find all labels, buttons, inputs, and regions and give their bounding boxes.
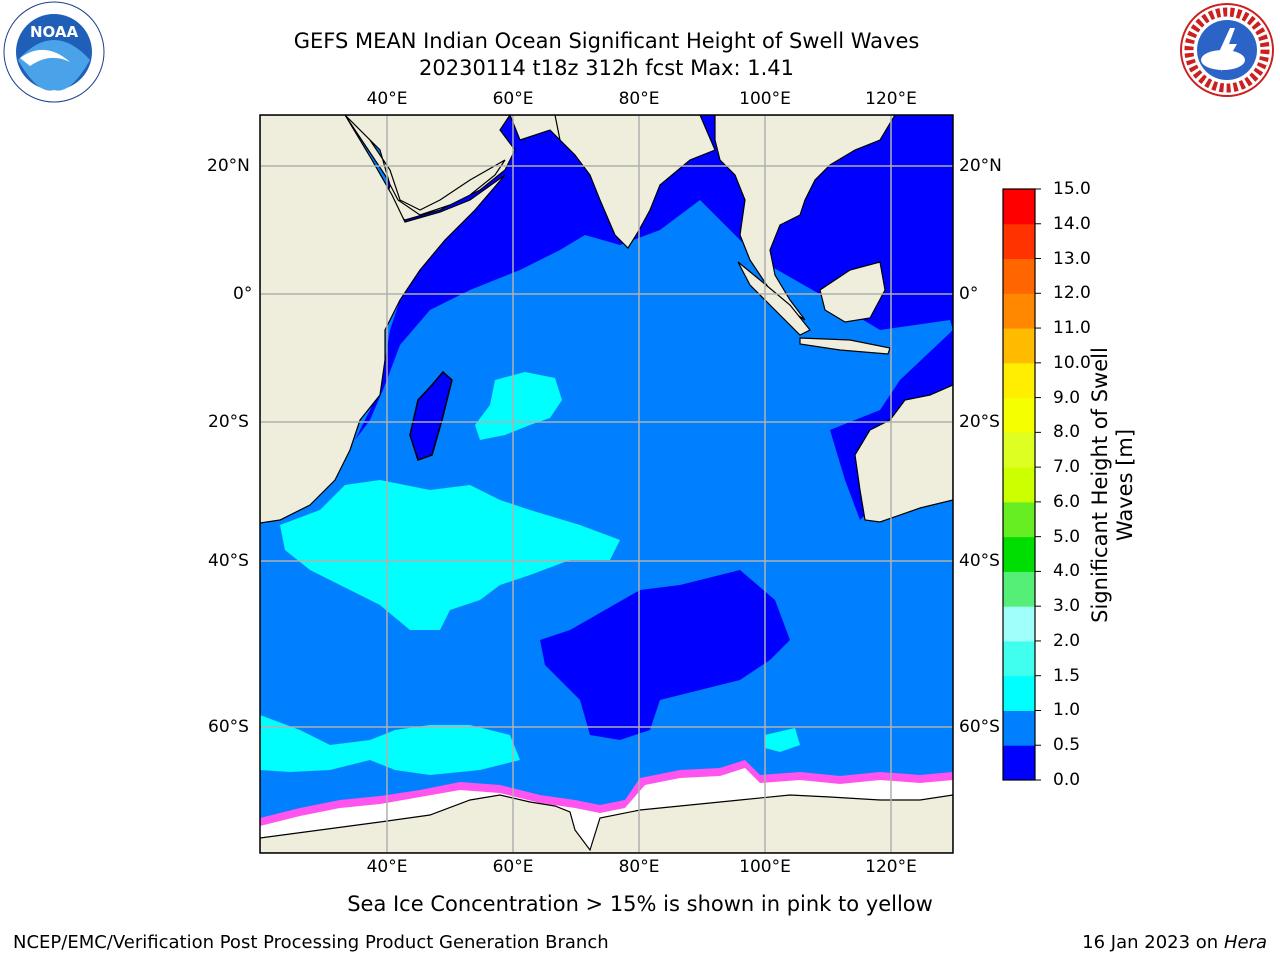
footer-date: 16 Jan 2023 on bbox=[1082, 932, 1224, 953]
colorbar-frame bbox=[1002, 188, 1036, 781]
colorbar-bin bbox=[1003, 536, 1035, 572]
colorbar-bin bbox=[1003, 745, 1035, 781]
noaa-logo: NOAA bbox=[0, 0, 110, 110]
colorbar-bin bbox=[1003, 223, 1035, 260]
lon-label-top-80e: 80°E bbox=[618, 89, 660, 109]
footer-host: Hera bbox=[1223, 932, 1267, 953]
land-java bbox=[799, 337, 891, 355]
lat-label-right-20s: 20°S bbox=[959, 412, 1000, 432]
colorbar-bin bbox=[1003, 432, 1035, 468]
colorbar-tick-label: 3.0 bbox=[1053, 596, 1081, 617]
land-india bbox=[554, 115, 716, 249]
svg-text:NOAA: NOAA bbox=[30, 23, 79, 41]
colorbar-label-line1: Significant Height of Swell bbox=[1088, 347, 1112, 623]
colorbar-tick-label: 9.0 bbox=[1053, 387, 1081, 408]
colorbar-bin bbox=[1003, 675, 1035, 711]
footer-left: NCEP/EMC/Verification Post Processing Pr… bbox=[13, 932, 609, 953]
colorbar-tick-label: 7.0 bbox=[1053, 457, 1081, 478]
lon-label-top-100e: 100°E bbox=[739, 89, 791, 109]
colorbar-tick-label: 0.5 bbox=[1053, 735, 1081, 756]
lat-label-left-60s: 60°S bbox=[208, 717, 249, 737]
sea-ice-note: Sea Ice Concentration > 15% is shown in … bbox=[347, 892, 933, 916]
colorbar-tick-label: 0.0 bbox=[1053, 770, 1081, 790]
colorbar-bin bbox=[1003, 397, 1035, 433]
colorbar-tick-label: 14.0 bbox=[1053, 213, 1091, 234]
colorbar-tick-label: 5.0 bbox=[1053, 526, 1081, 547]
lat-label-right-40s: 40°S bbox=[959, 551, 1000, 571]
high-swell-southwest bbox=[260, 715, 520, 775]
lat-label-right-60s: 60°S bbox=[959, 717, 1000, 737]
nws-logo bbox=[1175, 0, 1280, 105]
low-swell-north bbox=[355, 115, 953, 520]
chart-title: GEFS MEAN Indian Ocean Significant Heigh… bbox=[293, 29, 920, 53]
lon-label-bottom-60e: 60°E bbox=[492, 857, 534, 877]
colorbar-tick-label: 11.0 bbox=[1053, 318, 1091, 339]
map-gridlines bbox=[260, 115, 953, 853]
colorbar-tick-label: 10.0 bbox=[1053, 352, 1091, 373]
land-east-africa bbox=[260, 115, 506, 524]
colorbar-tick-label: 13.0 bbox=[1053, 248, 1091, 269]
lon-label-top-60e: 60°E bbox=[492, 89, 534, 109]
lat-label-left-40s: 40°S bbox=[208, 551, 249, 571]
land-madagascar bbox=[409, 370, 453, 461]
high-swell-madagascar-east bbox=[475, 372, 562, 440]
high-swell-southeast bbox=[765, 728, 800, 752]
colorbar-tick-label: 12.0 bbox=[1053, 283, 1091, 304]
colorbar-tick-marks bbox=[1035, 188, 1041, 781]
colorbar-bin bbox=[1003, 501, 1035, 538]
lon-label-bottom-100e: 100°E bbox=[739, 857, 791, 877]
colorbar-bin bbox=[1003, 189, 1035, 225]
lat-label-left-20n: 20°N bbox=[207, 156, 250, 176]
colorbar-bin bbox=[1003, 710, 1035, 746]
colorbar bbox=[1003, 189, 1035, 781]
land-borneo bbox=[819, 261, 886, 323]
lat-label-right-0: 0° bbox=[959, 284, 979, 304]
colorbar-tick-label: 6.0 bbox=[1053, 491, 1081, 512]
colorbar-bin bbox=[1003, 293, 1035, 329]
lat-label-left-0: 0° bbox=[233, 284, 253, 304]
colorbar-label-line2: Waves [m] bbox=[1113, 428, 1137, 542]
lon-label-top-120e: 120°E bbox=[865, 89, 917, 109]
lon-label-bottom-120e: 120°E bbox=[865, 857, 917, 877]
high-swell-south-africa bbox=[280, 480, 620, 630]
colorbar-bin bbox=[1003, 258, 1035, 294]
lat-label-left-20s: 20°S bbox=[208, 412, 249, 432]
low-swell-south bbox=[540, 570, 790, 740]
lon-label-bottom-80e: 80°E bbox=[618, 857, 660, 877]
colorbar-bin bbox=[1003, 571, 1035, 607]
colorbar-tick-label: 15.0 bbox=[1053, 179, 1091, 199]
lon-label-top-40e: 40°E bbox=[366, 89, 408, 109]
land-australia bbox=[854, 384, 953, 523]
colorbar-tick-label: 8.0 bbox=[1053, 422, 1081, 443]
footer-right: 16 Jan 2023 on Hera bbox=[1082, 932, 1267, 954]
colorbar-tick-label: 2.0 bbox=[1053, 630, 1081, 651]
colorbar-bin bbox=[1003, 362, 1035, 399]
map-frame bbox=[259, 114, 954, 854]
chart-subtitle: 20230114 t18z 312h fcst Max: 1.41 bbox=[419, 56, 794, 80]
colorbar-bin bbox=[1003, 606, 1035, 642]
colorbar-tick-label: 1.0 bbox=[1053, 700, 1081, 721]
land-antarctica bbox=[260, 794, 953, 853]
lon-label-bottom-40e: 40°E bbox=[366, 857, 408, 877]
colorbar-bin bbox=[1003, 467, 1035, 503]
colorbar-tick-label: 1.5 bbox=[1053, 665, 1081, 686]
colorbar-bin bbox=[1003, 328, 1035, 364]
colorbar-bin bbox=[1003, 640, 1035, 677]
colorbar-tick-label: 4.0 bbox=[1053, 561, 1081, 582]
lat-label-right-20n: 20°N bbox=[959, 156, 1002, 176]
